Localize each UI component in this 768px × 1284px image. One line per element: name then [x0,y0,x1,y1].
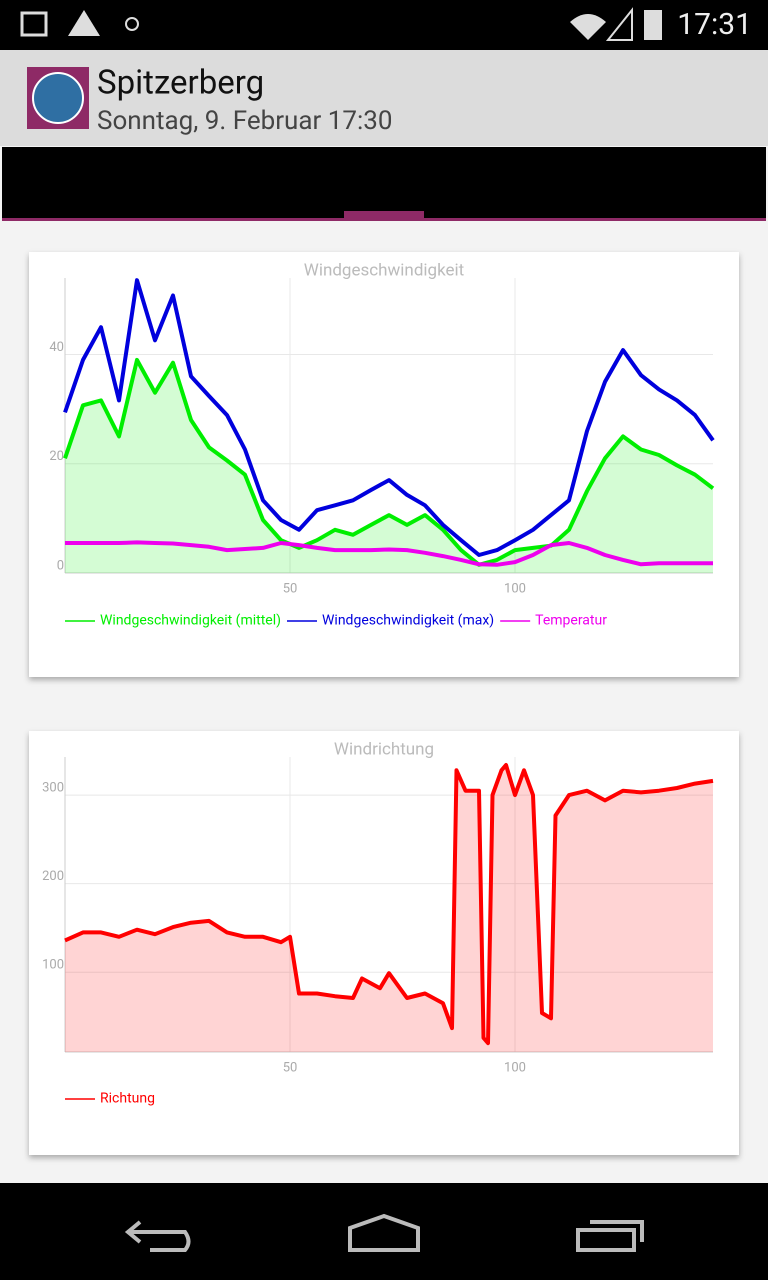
brightness-icon [125,17,139,31]
image-icon [20,11,48,37]
legend-label: Windgeschwindigkeit (mittel) [100,613,281,629]
action-bar [0,50,768,146]
card [29,731,739,1155]
clock: 17:31 [677,7,752,42]
legend-label: Temperatur [535,613,607,629]
warning-icon [68,10,100,36]
tab-strip[interactable] [2,147,766,220]
x-tick-label: 50 [283,1060,298,1075]
x-tick-label: 50 [283,581,298,596]
wifi-icon [570,14,606,40]
area [65,765,713,1052]
y-tick-label: 0 [57,558,64,573]
y-tick-label: 20 [49,449,64,464]
legend-label: Richtung [100,1091,155,1107]
line [63,357,715,567]
y-tick-label: 40 [49,340,64,355]
x-tick-label: 100 [504,581,526,596]
legend-label: Windgeschwindigkeit (max) [322,613,494,629]
line [64,763,714,1046]
y-tick-label: 300 [42,781,64,796]
subtitle: Sonntag, 9. Februar 17:30 [97,106,393,136]
recents-button[interactable] [576,1220,644,1252]
app-icon-wheel [32,72,84,124]
card [29,252,739,677]
chart-title: Windrichtung [334,739,434,759]
status-bar [0,0,768,50]
line [65,540,713,567]
tab-indicator [344,211,424,219]
tab-line [2,218,766,221]
x-tick-label: 100 [504,1060,526,1075]
nav-bar [0,1183,768,1280]
home-button[interactable] [348,1213,420,1252]
signal-icon [605,7,633,41]
y-tick-label: 200 [42,869,64,884]
chart-title: Windgeschwindigkeit [304,260,465,280]
area [65,359,713,573]
battery-icon [644,10,662,40]
title: Spitzerberg [97,64,264,103]
line [63,278,715,557]
y-tick-label: 100 [42,958,64,973]
back-button[interactable] [124,1220,191,1252]
